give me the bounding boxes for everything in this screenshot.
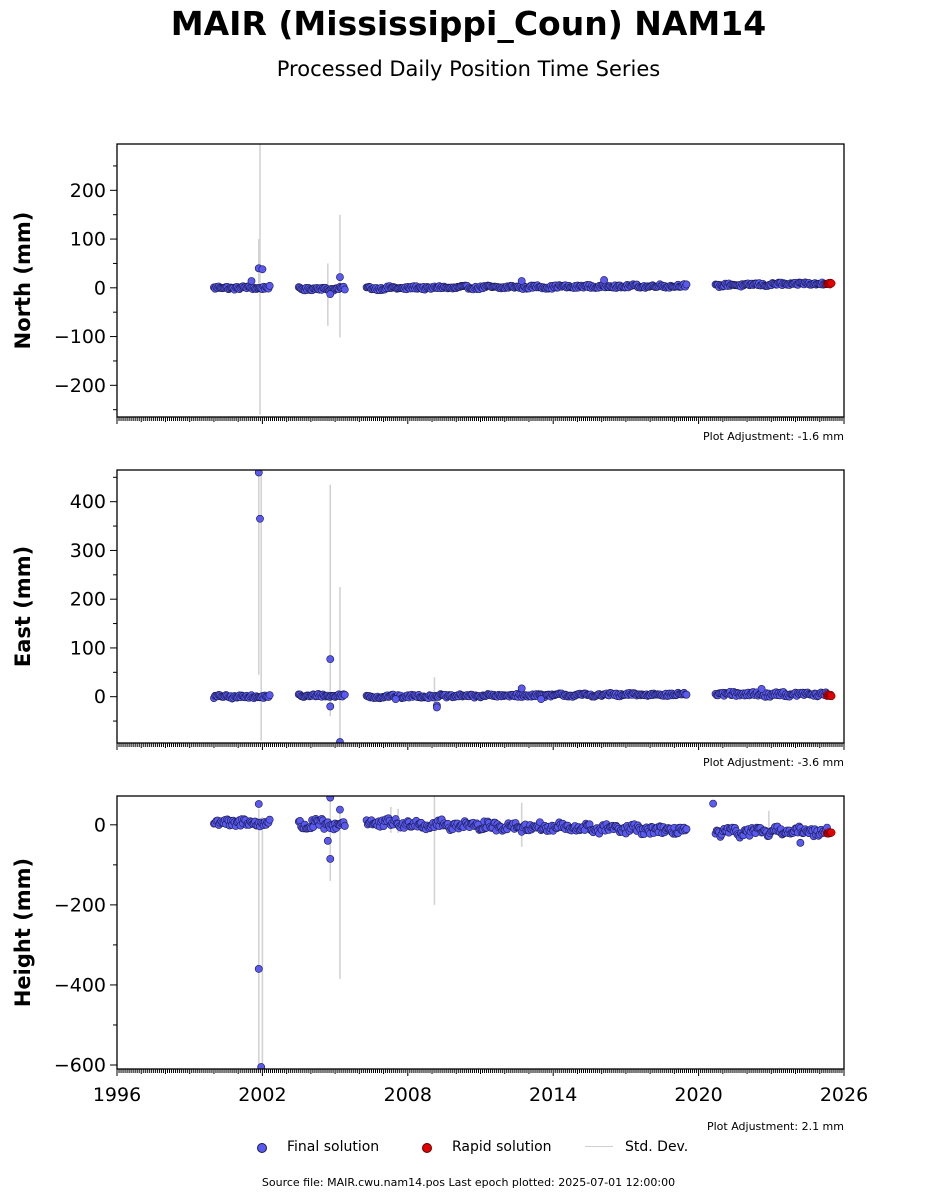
height-x-tick-label: 2002 [238,1084,286,1106]
legend: Final solution Rapid solution Std. Dev. [0,1136,937,1160]
north-y-axis-label: North (mm) [11,212,35,350]
north-y-tick-label: 100 [70,229,106,251]
east-final-point [256,514,264,523]
rapid-solution-marker [422,1143,432,1153]
legend-final-label: Final solution [287,1139,380,1155]
east-y-tick-label: 100 [70,637,106,659]
height-final-point [340,822,349,830]
height-final-point [326,796,335,802]
north-final-point [682,280,691,289]
east-final-point [326,702,335,711]
east-final-point [265,691,274,700]
east-final-point [391,695,400,704]
height-x-tick-label: 2020 [674,1084,722,1106]
height-final-point [682,825,691,833]
north-y-tick-label: −200 [54,375,106,397]
height-final-point [323,836,332,845]
source-footer: Source file: MAIR.cwu.nam14.pos Last epo… [261,1176,676,1189]
east-final-point [432,703,441,712]
legend-rapid-label: Rapid solution [452,1139,552,1155]
east-final-point [340,690,349,699]
east-data-group [210,470,836,743]
east-rapid-point [827,691,836,701]
east-final-point [336,738,344,743]
height-final-point [709,799,718,808]
height-final-point [265,815,274,824]
north-final-point [600,276,608,284]
chart-title: MAIR (Mississippi_Coun) NAM14 [170,4,767,43]
height-panel: −600 −400 −200 0 1996 2002 2008 2014 2020 2026 Hei… [11,795,868,1133]
north-y-tick-label: 200 [70,180,106,202]
north-y-tick-label: 0 [94,277,106,299]
east-y-tick-label: 0 [94,686,106,708]
north-final-point [326,290,335,299]
height-x-tick-label: 2008 [384,1084,432,1106]
height-y-tick-label: −200 [54,894,106,916]
height-final-point [336,805,344,814]
east-y-tick-label: 200 [70,589,106,611]
height-final-point [254,965,263,973]
east-y-axis-label: East (mm) [11,546,35,667]
north-data-group [210,144,836,415]
height-y-tick-label: 0 [94,814,106,836]
north-panel: −200 −100 0 100 200 North (mm) Plot Adjustment… [11,143,845,443]
height-y-tick-label: −400 [54,974,106,996]
std-dev-line-icon [585,1146,613,1147]
east-plot-adjustment: Plot Adjustment: -3.6 mm [703,756,844,769]
height-final-point [326,854,335,863]
east-final-point [254,470,263,477]
east-final-point [326,655,335,664]
chart-subtitle: Processed Daily Position Time Series [276,57,661,81]
east-final-point [757,684,766,693]
north-axes-frame [116,143,845,418]
east-panel: 0 100 200 300 400 East (mm) Plot Adjustment: -… [11,469,845,769]
east-y-tick-label: 300 [70,540,106,562]
east-axes-frame [116,469,845,744]
final-solution-marker [257,1143,267,1153]
height-rapid-point [827,828,836,837]
height-x-tick-label: 1996 [93,1084,141,1106]
north-final-point [517,277,526,285]
east-y-tick-label: 400 [70,491,106,513]
north-rapid-point [827,279,836,288]
north-final-point [336,273,344,281]
north-y-tick-label: −100 [54,326,106,348]
east-final-point [517,684,526,693]
north-plot-adjustment: Plot Adjustment: -1.6 mm [703,430,844,443]
north-final-point [258,265,267,274]
height-final-point [796,838,805,847]
east-final-point [537,695,545,704]
height-x-tick-label: 2026 [820,1084,868,1106]
height-y-tick-label: −600 [54,1054,106,1076]
height-data-group [210,796,836,1069]
legend-std-label: Std. Dev. [625,1139,689,1155]
height-plot-adjustment: Plot Adjustment: 2.1 mm [707,1120,844,1133]
north-final-point [265,281,274,290]
east-final-point [682,690,691,699]
height-y-axis-label: Height (mm) [11,858,35,1007]
height-final-point [257,1063,266,1069]
height-final-point [254,800,263,808]
north-final-point [247,277,256,285]
height-x-tick-label: 2014 [529,1084,577,1106]
north-final-point [340,285,349,294]
